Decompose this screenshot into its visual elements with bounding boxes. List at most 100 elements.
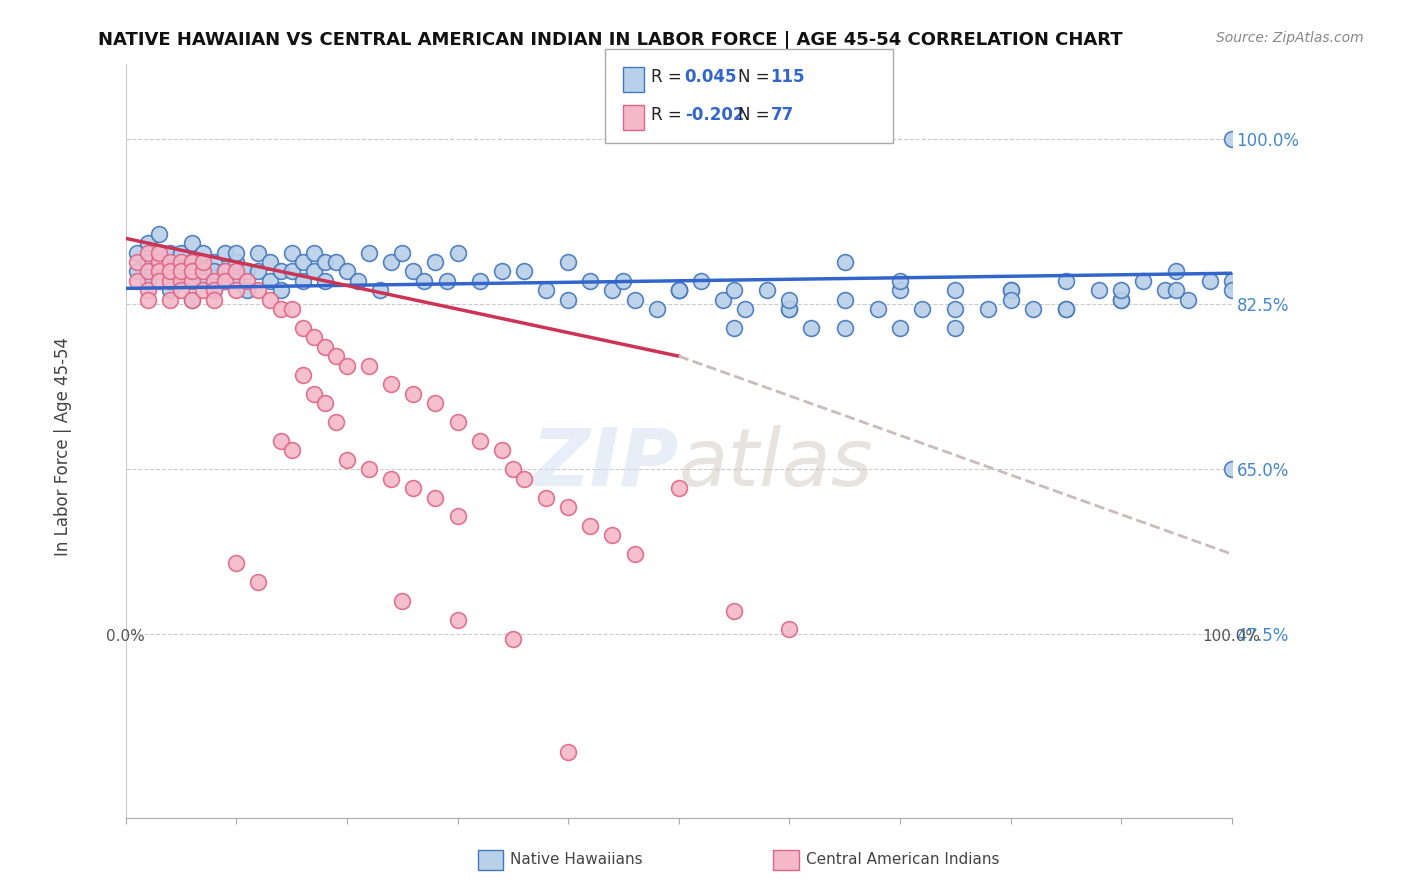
Point	[247, 264, 270, 278]
Point	[314, 340, 336, 354]
Point	[181, 264, 204, 278]
Point	[225, 557, 247, 571]
Text: NATIVE HAWAIIAN VS CENTRAL AMERICAN INDIAN IN LABOR FORCE | AGE 45-54 CORRELATIO: NATIVE HAWAIIAN VS CENTRAL AMERICAN INDI…	[98, 31, 1123, 49]
Point	[623, 547, 645, 561]
Point	[136, 293, 159, 307]
Point	[325, 349, 347, 363]
Point	[943, 321, 966, 335]
Point	[468, 434, 491, 448]
Point	[136, 255, 159, 269]
Point	[359, 245, 381, 260]
Point	[513, 264, 536, 278]
Point	[159, 264, 181, 278]
Point	[236, 274, 259, 288]
Text: Native Hawaiians: Native Hawaiians	[510, 853, 643, 867]
Point	[214, 274, 236, 288]
Point	[193, 274, 215, 288]
Text: 0.0%: 0.0%	[107, 630, 145, 644]
Point	[336, 453, 359, 467]
Point	[380, 255, 402, 269]
Point	[436, 274, 458, 288]
Point	[689, 274, 711, 288]
Point	[866, 301, 889, 316]
Point	[236, 264, 259, 278]
Point	[889, 274, 911, 288]
Point	[181, 236, 204, 251]
Point	[136, 245, 159, 260]
Text: R =: R =	[651, 69, 688, 87]
Point	[534, 283, 557, 297]
Point	[425, 255, 447, 269]
Point	[225, 245, 247, 260]
Point	[889, 321, 911, 335]
Point	[723, 321, 745, 335]
Point	[502, 632, 524, 646]
Point	[170, 255, 193, 269]
Point	[402, 264, 425, 278]
Point	[1021, 301, 1043, 316]
Point	[623, 293, 645, 307]
Point	[148, 245, 170, 260]
Point	[1166, 283, 1188, 297]
Point	[159, 283, 181, 297]
Point	[336, 264, 359, 278]
Point	[181, 274, 204, 288]
Point	[723, 283, 745, 297]
Point	[170, 274, 193, 288]
Point	[291, 274, 314, 288]
Point	[557, 255, 579, 269]
Point	[159, 245, 181, 260]
Point	[1000, 283, 1022, 297]
Point	[225, 264, 247, 278]
Text: 0.045: 0.045	[685, 69, 737, 87]
Point	[181, 255, 204, 269]
Point	[170, 264, 193, 278]
Point	[513, 472, 536, 486]
Point	[291, 321, 314, 335]
Point	[977, 301, 1000, 316]
Point	[270, 434, 292, 448]
Point	[468, 274, 491, 288]
Point	[148, 255, 170, 269]
Point	[270, 264, 292, 278]
Point	[202, 283, 225, 297]
Point	[291, 255, 314, 269]
Point	[645, 301, 668, 316]
Point	[247, 575, 270, 590]
Text: atlas: atlas	[679, 425, 873, 502]
Point	[557, 293, 579, 307]
Point	[1220, 283, 1243, 297]
Point	[380, 472, 402, 486]
Text: Source: ZipAtlas.com: Source: ZipAtlas.com	[1216, 31, 1364, 45]
Point	[502, 462, 524, 476]
Point	[834, 321, 856, 335]
Point	[148, 274, 170, 288]
Point	[259, 274, 281, 288]
Point	[291, 368, 314, 382]
Point	[557, 500, 579, 514]
Point	[170, 283, 193, 297]
Point	[602, 283, 624, 297]
Point	[193, 255, 215, 269]
Point	[270, 301, 292, 316]
Point	[159, 264, 181, 278]
Point	[534, 491, 557, 505]
Point	[148, 227, 170, 241]
Point	[778, 623, 800, 637]
Point	[325, 255, 347, 269]
Point	[193, 264, 215, 278]
Point	[1198, 274, 1220, 288]
Point	[911, 301, 934, 316]
Point	[314, 396, 336, 410]
Point	[1109, 283, 1132, 297]
Point	[778, 293, 800, 307]
Text: 100.0%: 100.0%	[1202, 630, 1261, 644]
Point	[181, 255, 204, 269]
Point	[314, 255, 336, 269]
Point	[181, 293, 204, 307]
Text: 115: 115	[770, 69, 806, 87]
Point	[359, 462, 381, 476]
Point	[391, 245, 413, 260]
Point	[1000, 293, 1022, 307]
Point	[148, 264, 170, 278]
